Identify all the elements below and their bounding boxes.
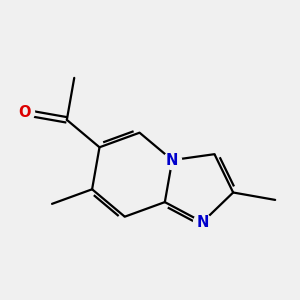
- Text: O: O: [19, 105, 31, 120]
- Text: N: N: [196, 214, 209, 230]
- Text: N: N: [166, 153, 178, 168]
